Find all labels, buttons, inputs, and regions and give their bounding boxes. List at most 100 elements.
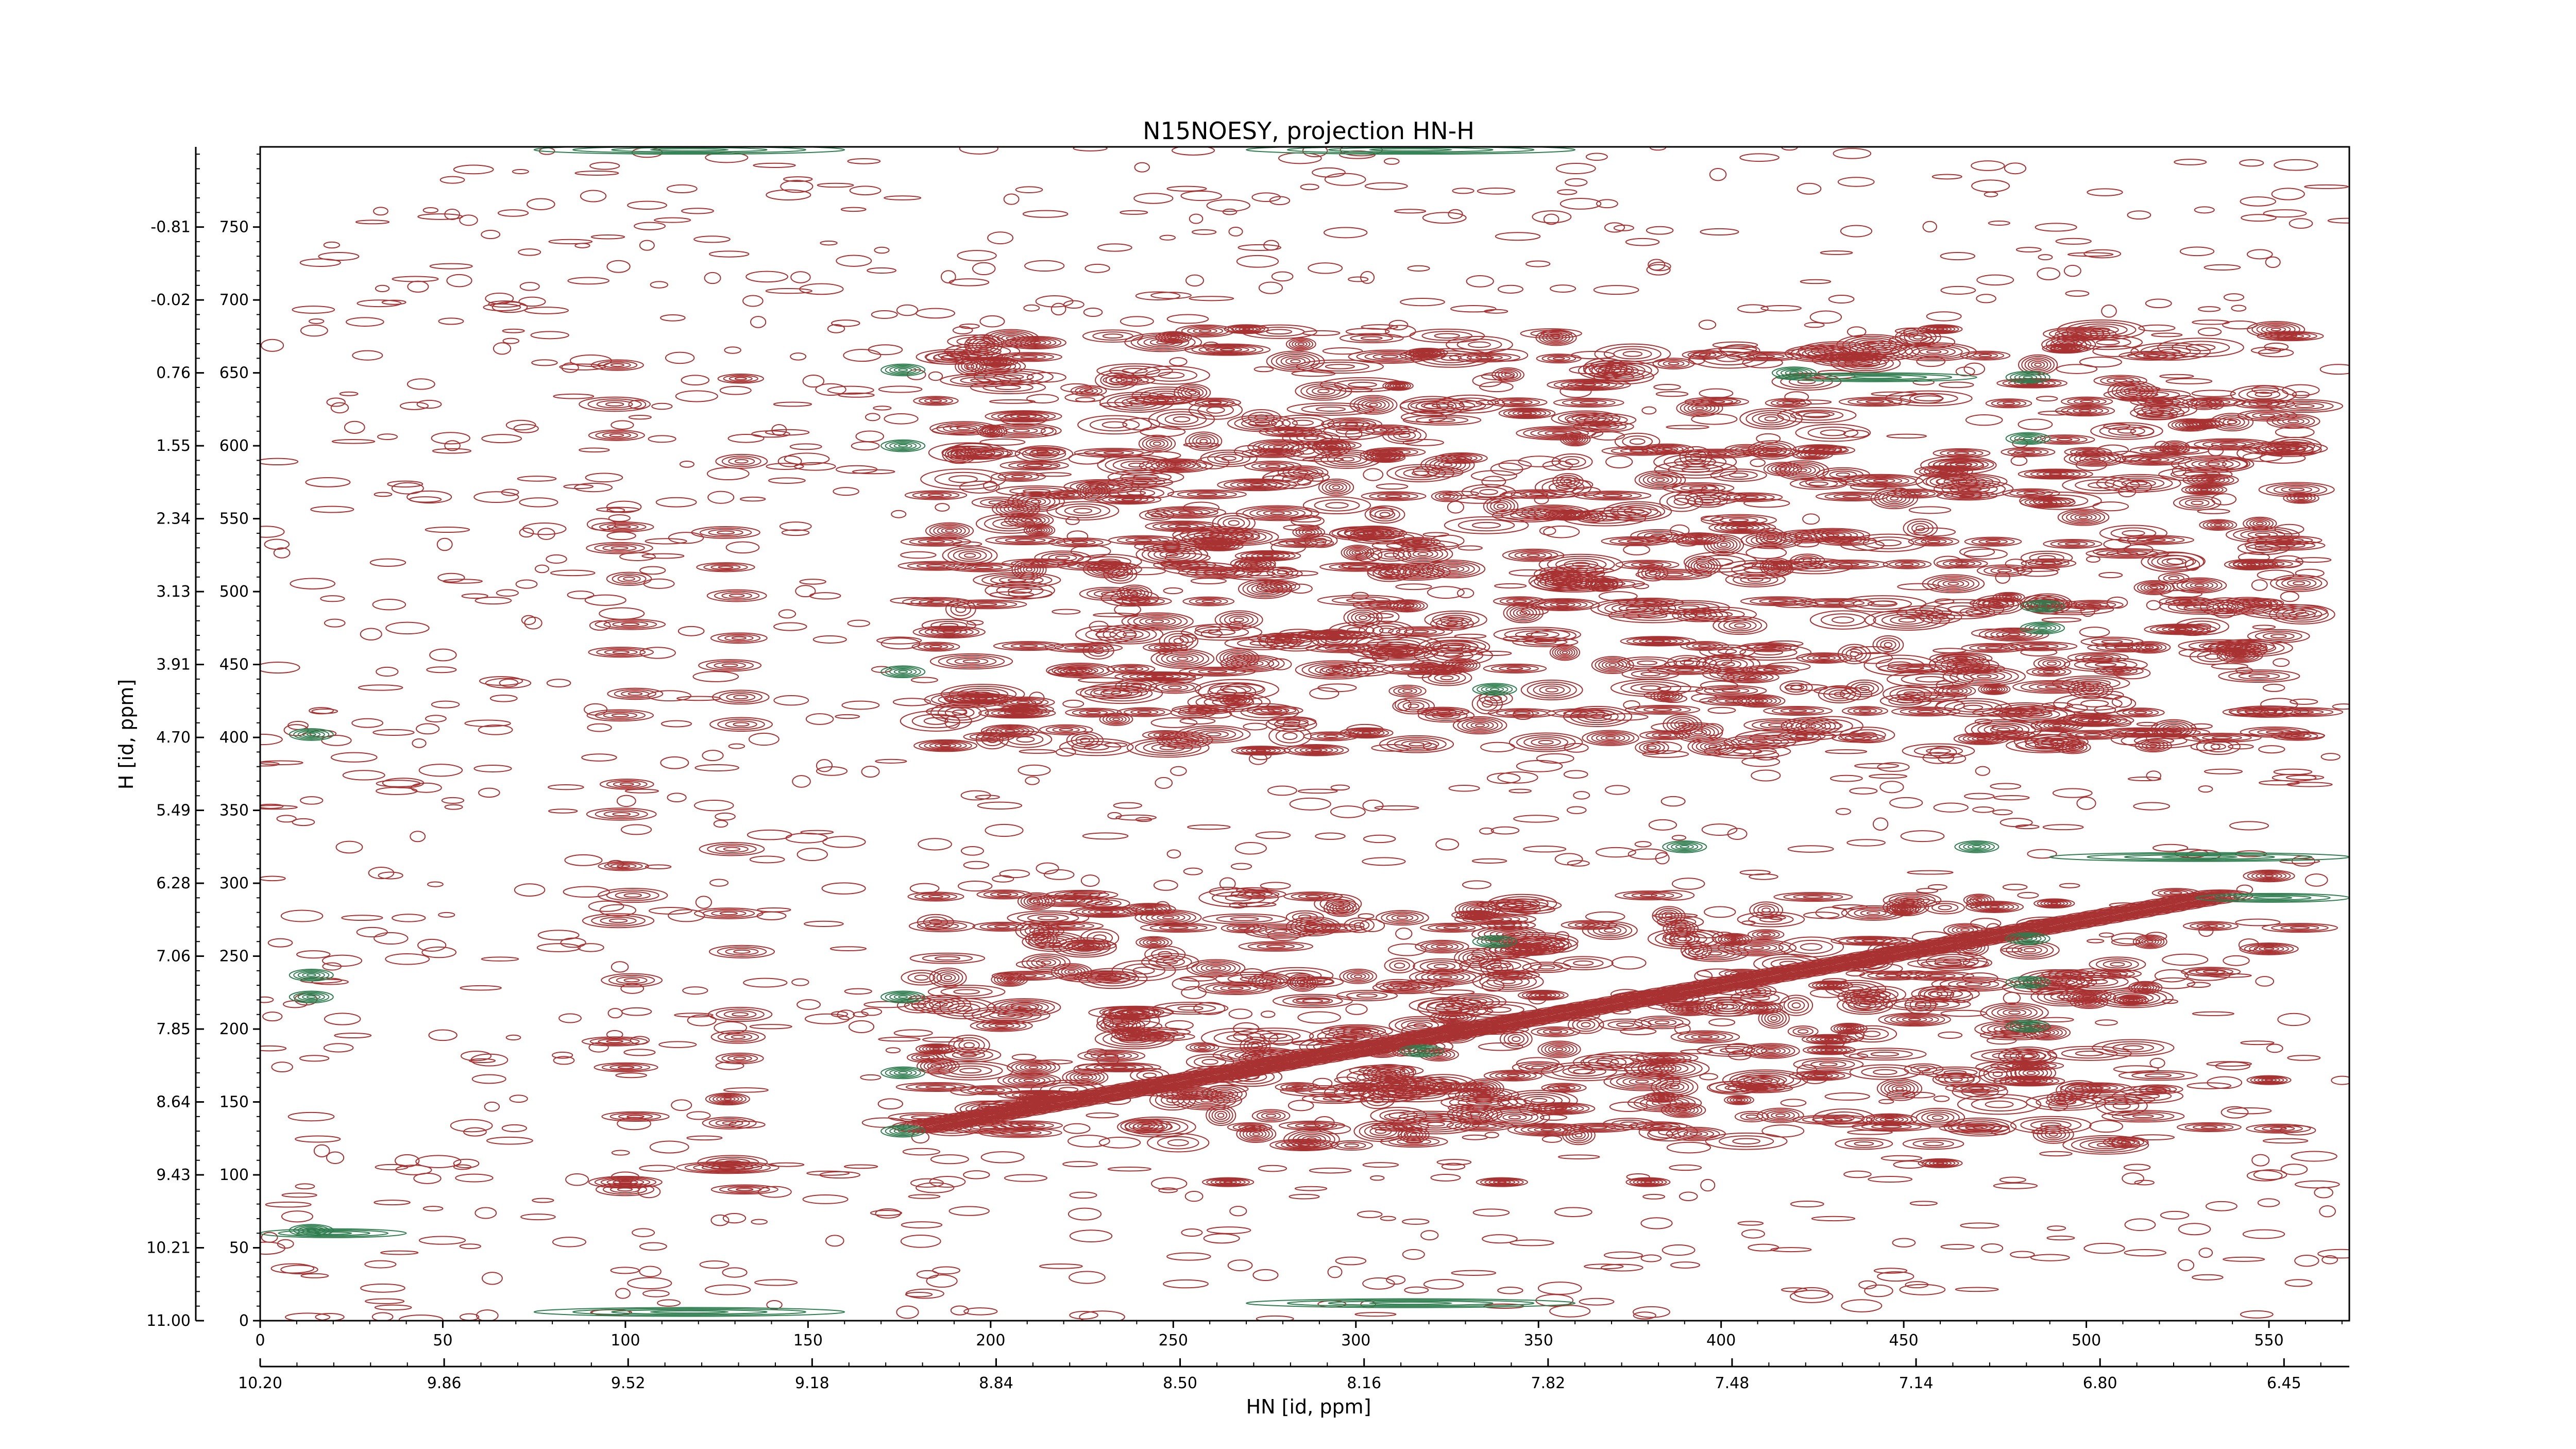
noise-contour (851, 441, 880, 451)
peak-contour (1004, 413, 1043, 420)
noise-contour (2065, 290, 2090, 297)
peak-contour (1011, 1060, 1056, 1074)
peak-contour (1629, 1078, 1655, 1085)
noise-contour (2083, 1242, 2125, 1254)
noise-contour (1011, 1054, 1037, 1061)
peak-contour (1063, 479, 1140, 495)
noise-contour (796, 848, 828, 862)
noise-contour (1567, 860, 1590, 867)
peak-contour (1256, 553, 1280, 558)
noise-contour (444, 440, 461, 451)
peak-contour (1452, 716, 1507, 735)
noise-contour (1579, 1298, 1615, 1306)
noise-contour (1458, 545, 1483, 551)
noise-contour (2304, 873, 2328, 887)
noise-contour (2314, 1187, 2333, 1199)
peak-contour (1384, 552, 1398, 558)
noise-contour (1727, 828, 1748, 840)
noise-contour (657, 1299, 681, 1307)
noise-contour (344, 420, 365, 434)
noise-contour (1287, 1100, 1314, 1111)
noise-contour (352, 350, 383, 361)
peak-contour (1282, 732, 1298, 740)
noise-contour (706, 467, 750, 481)
peak-contour (1938, 685, 1972, 696)
noise-contour (1566, 806, 1587, 814)
noise-contour (1097, 243, 1132, 252)
noise-contour (2041, 617, 2082, 623)
noise-contour (1407, 265, 1430, 272)
noise-contour (1671, 878, 1705, 890)
noise-contour (2194, 206, 2215, 214)
noise-contour (521, 615, 536, 626)
peak-contour (1136, 936, 1173, 949)
peak-contour (1439, 975, 1452, 979)
peak-contour (1620, 636, 1697, 647)
noise-contour (2221, 1106, 2249, 1119)
peak-contour (1752, 442, 1792, 458)
noise-contour (1976, 274, 2014, 286)
noise-contour (2265, 256, 2281, 268)
noise-contour (1649, 261, 1671, 272)
noise-contour (345, 317, 384, 327)
peak-contour (2150, 624, 2211, 634)
peak-contour (1915, 676, 1945, 683)
noise-contour (1554, 853, 1583, 866)
noise-contour (980, 1151, 1025, 1164)
noise-contour (550, 569, 596, 577)
peak-contour (1100, 372, 1133, 388)
noise-contour (261, 339, 284, 352)
noise-contour (1067, 1207, 1102, 1221)
noise-contour (584, 594, 626, 606)
peak-contour (1996, 631, 2032, 638)
peak-contour (2069, 452, 2121, 466)
peak-contour (1325, 364, 1355, 369)
peak-contour (1600, 735, 1621, 742)
peak-contour (985, 410, 1062, 423)
peak-contour (2112, 1102, 2131, 1110)
noise-contour (2103, 423, 2130, 430)
noise-contour (391, 482, 424, 495)
peak-contour (2282, 418, 2304, 425)
peak-contour (2067, 652, 2129, 663)
peak-contour (962, 659, 980, 664)
noise-contour (1482, 1234, 1518, 1244)
noise-contour (1359, 919, 1385, 932)
peak-contour (1538, 993, 1548, 997)
noise-contour (492, 301, 528, 313)
peak-contour (1735, 1099, 1743, 1102)
peak-contour (959, 1068, 982, 1074)
noise-contour (260, 1045, 287, 1052)
peak-contour (1103, 714, 1130, 725)
noise-contour (865, 413, 880, 422)
noise-contour (1669, 1164, 1702, 1171)
peak-contour (1625, 606, 1641, 611)
noise-contour (264, 538, 290, 550)
noise-contour (668, 909, 705, 922)
peak-contour (1245, 748, 1276, 753)
peak-contour (2185, 581, 2214, 590)
peak-contour (2142, 741, 2165, 750)
peak-contour (1258, 463, 1288, 469)
noise-contour (2010, 1251, 2035, 1258)
noise-contour (1222, 208, 1238, 215)
peak-contour (1016, 462, 1052, 468)
peak-contour (1787, 1000, 1805, 1011)
peak-contour (2293, 581, 2306, 586)
noise-contour (321, 954, 363, 967)
peak-contour (1083, 744, 1109, 751)
peak-contour (1539, 685, 1565, 695)
noise-contour (1981, 1243, 2004, 1253)
noise-contour (2198, 785, 2213, 793)
peak-contour (2163, 574, 2184, 582)
peak-contour (1177, 1005, 1204, 1011)
noise-contour (1542, 460, 1573, 471)
noise-contour (260, 762, 280, 767)
peak-contour (934, 956, 961, 961)
noise-contour (371, 1312, 394, 1321)
peak-contour (997, 473, 1039, 481)
noise-contour (392, 276, 439, 282)
noise-contour (481, 956, 519, 962)
peak-contour (1552, 645, 1578, 660)
noise-contour (647, 690, 692, 702)
